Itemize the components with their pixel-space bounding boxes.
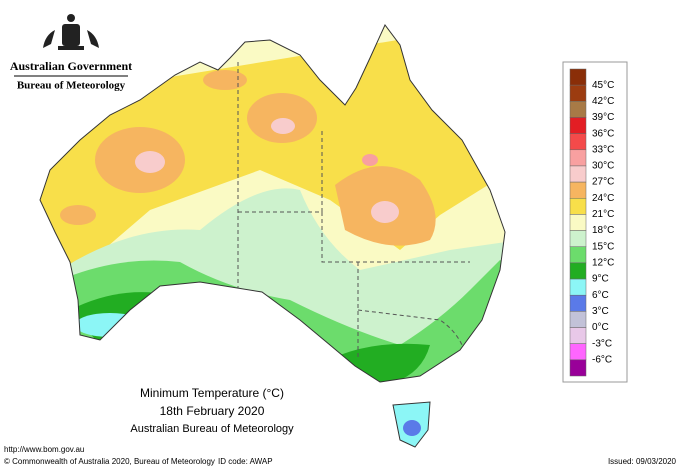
legend-label: 15°C <box>592 241 614 252</box>
legend-swatch <box>569 230 587 247</box>
legend-swatch <box>569 198 587 215</box>
legend-swatch <box>569 294 587 312</box>
legend-label: 42°C <box>592 96 614 107</box>
legend-swatch <box>569 214 587 231</box>
legend-swatch <box>569 262 587 280</box>
legend-swatch <box>569 278 587 296</box>
url: http://www.bom.gov.au <box>4 445 84 454</box>
legend-swatch <box>569 343 587 361</box>
legend-label: 39°C <box>592 112 614 123</box>
bureau-name: Bureau of Meteorology <box>17 80 126 92</box>
legend-label: 12°C <box>592 258 614 269</box>
legend-label: -3°C <box>592 338 612 349</box>
legend-swatch <box>569 359 587 377</box>
coastline <box>39 24 506 383</box>
id-code: ID code: AWAP <box>218 457 273 466</box>
map-title: Minimum Temperature (°C) <box>140 386 284 400</box>
legend-swatch <box>569 246 587 264</box>
map-date: 18th February 2020 <box>160 404 265 418</box>
legend-swatch <box>569 165 587 183</box>
legend-swatch <box>569 181 587 199</box>
map-source: Australian Bureau of Meteorology <box>130 423 294 435</box>
legend-label: 30°C <box>592 161 614 172</box>
copyright: © Commonwealth of Australia 2020, Bureau… <box>4 457 215 466</box>
tasmania-cold <box>403 420 421 436</box>
legend-label: -6°C <box>592 354 612 365</box>
legend-label: 0°C <box>592 322 609 333</box>
legend-swatch <box>569 311 587 328</box>
state-borders <box>237 62 470 360</box>
legend-swatch <box>569 133 587 151</box>
legend-label: 24°C <box>592 193 614 204</box>
legend-swatch <box>569 149 587 167</box>
legend-label: 45°C <box>592 80 614 91</box>
legend-label: 3°C <box>592 306 609 317</box>
legend-swatch <box>569 84 587 102</box>
legend-label: 6°C <box>592 290 609 301</box>
legend-label: 21°C <box>592 209 614 220</box>
legend-label: 33°C <box>592 144 614 155</box>
legend: 45°C 42°C 39°C 36°C 33°C 30°C 27°C 24°C 21°C 18°C… <box>569 68 614 377</box>
legend-label: 36°C <box>592 128 614 139</box>
legend-swatch <box>569 327 587 344</box>
legend-label: 18°C <box>592 225 614 236</box>
legend-label: 9°C <box>592 274 609 285</box>
legend-swatch <box>569 117 587 134</box>
coat-of-arms <box>43 14 99 50</box>
legend-label: 27°C <box>592 177 614 188</box>
issued: Issued: 09/03/2020 <box>608 457 677 466</box>
legend-swatch <box>569 68 587 86</box>
government-name: Australian Government <box>10 59 132 73</box>
legend-swatch <box>569 101 587 118</box>
